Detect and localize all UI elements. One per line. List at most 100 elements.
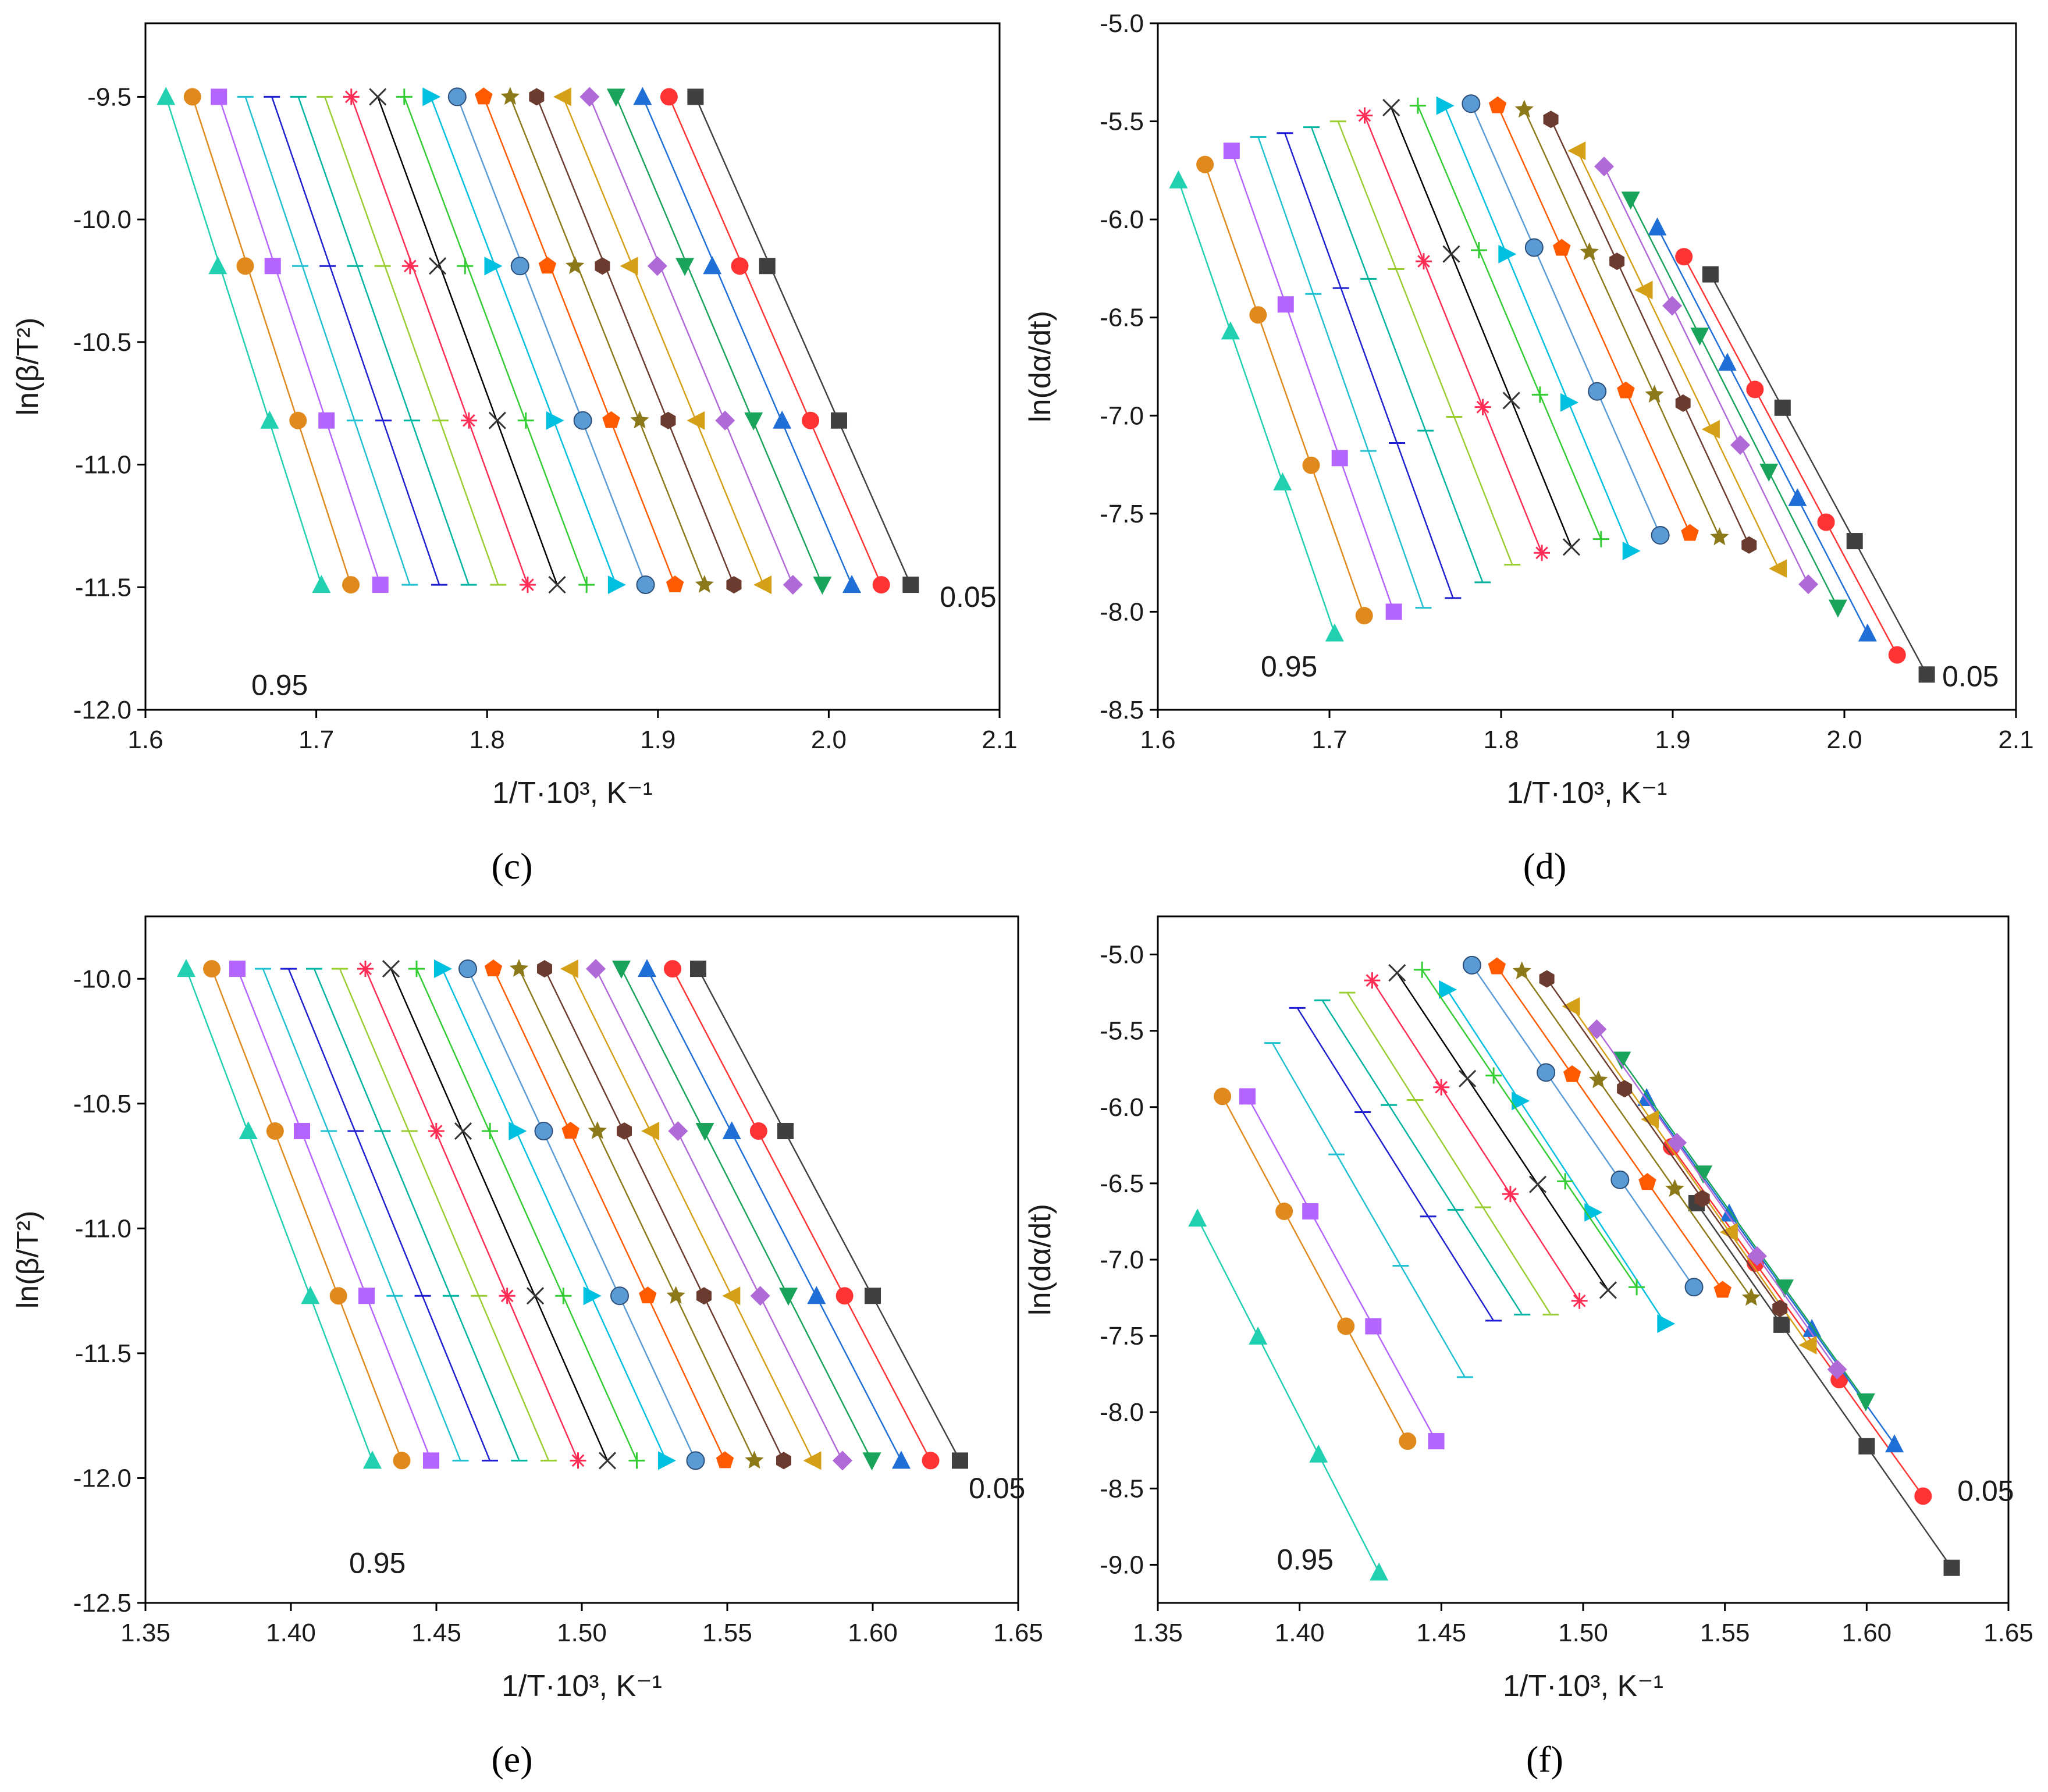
data-point xyxy=(1888,646,1906,664)
data-point xyxy=(690,961,706,977)
data-point xyxy=(1275,1202,1293,1220)
y-tick-label: -7.5 xyxy=(1100,1322,1144,1350)
data-point xyxy=(1858,623,1877,642)
data-point xyxy=(363,1450,382,1469)
data-point xyxy=(1365,1318,1382,1335)
data-point xyxy=(1584,1203,1603,1222)
y-axis-label: ln(β/T²) xyxy=(11,318,45,416)
y-axis-label: ln(dα/dt) xyxy=(1023,1204,1057,1315)
data-point xyxy=(602,411,620,428)
data-point xyxy=(428,1123,445,1140)
conversion-label: 0.95 xyxy=(1277,1543,1334,1576)
series-line xyxy=(364,968,579,1461)
data-point xyxy=(1730,435,1751,455)
data-point xyxy=(1769,559,1787,578)
series-line xyxy=(1178,180,1336,634)
data-point xyxy=(1846,533,1863,550)
series-line xyxy=(1656,227,1868,634)
data-point xyxy=(753,575,772,595)
series-line xyxy=(441,968,667,1461)
data-point xyxy=(612,961,631,979)
data-point xyxy=(1531,386,1548,403)
data-point xyxy=(731,257,749,275)
data-point xyxy=(529,88,545,106)
data-point xyxy=(561,1122,579,1139)
series-line xyxy=(191,97,352,585)
data-point xyxy=(647,256,667,276)
panel-caption: (e) xyxy=(491,1738,532,1780)
data-point xyxy=(892,1450,911,1469)
conversion-label: 0.05 xyxy=(940,581,996,613)
data-point xyxy=(475,87,493,105)
data-point xyxy=(1399,1432,1417,1450)
series-line xyxy=(1296,1007,1495,1321)
y-tick-label: -11.5 xyxy=(75,573,131,602)
data-point xyxy=(183,88,201,106)
data-point xyxy=(641,1122,660,1141)
data-point xyxy=(666,575,684,593)
series-line xyxy=(1471,965,1695,1288)
y-tick-label: -8.0 xyxy=(1100,1398,1144,1427)
data-point xyxy=(1169,170,1188,189)
x-tick-label: 1.55 xyxy=(1700,1619,1750,1647)
conversion-label: 0.05 xyxy=(1957,1474,2014,1507)
data-point xyxy=(546,411,564,430)
series-line xyxy=(509,96,705,585)
series-line xyxy=(1671,1146,1924,1497)
data-point xyxy=(1356,107,1373,124)
series-line xyxy=(1391,107,1573,547)
data-point xyxy=(628,1452,645,1469)
data-point xyxy=(1817,513,1835,531)
x-tick-label: 1.55 xyxy=(702,1619,752,1647)
data-point xyxy=(658,1451,676,1470)
series-line xyxy=(492,968,726,1461)
data-point xyxy=(831,412,848,429)
data-point xyxy=(1621,191,1640,210)
series-line xyxy=(262,968,461,1461)
data-point xyxy=(428,257,447,275)
data-point xyxy=(630,410,649,429)
x-tick-label: 1.45 xyxy=(411,1619,461,1647)
data-point xyxy=(1562,997,1580,1016)
data-point xyxy=(1528,1175,1547,1193)
chart-panel-e: 1.35 1.40 1.45 1.50 1.55 1.60 1.65 -12.5 -12.0 -1… xyxy=(11,915,1043,1780)
data-point xyxy=(606,88,625,107)
data-point xyxy=(583,1286,602,1306)
data-point xyxy=(1428,1433,1445,1450)
data-point xyxy=(1249,306,1267,324)
series-line xyxy=(646,968,902,1461)
data-point xyxy=(342,576,360,594)
data-point xyxy=(1470,241,1487,258)
data-point xyxy=(1563,1065,1581,1082)
data-point xyxy=(722,1286,741,1306)
series-line xyxy=(595,968,844,1461)
data-point xyxy=(1355,607,1373,625)
x-tick-label: 1.45 xyxy=(1417,1619,1467,1647)
series-line xyxy=(350,97,529,585)
plot-frame xyxy=(1157,915,2010,1604)
data-point xyxy=(865,1288,881,1304)
data-point xyxy=(749,1122,767,1140)
x-axis-label: 1/T·10³, K⁻¹ xyxy=(502,1669,662,1703)
data-point xyxy=(1385,603,1402,620)
data-point xyxy=(1277,296,1294,313)
data-point xyxy=(1651,525,1670,545)
data-point xyxy=(318,412,335,429)
data-point xyxy=(1885,1434,1904,1453)
series-line xyxy=(615,96,823,585)
data-point xyxy=(1382,98,1400,117)
x-tick-label: 1.60 xyxy=(1842,1619,1892,1647)
series-line xyxy=(456,96,646,585)
y-tick-label: -8.5 xyxy=(1100,696,1144,724)
data-point xyxy=(1337,1317,1355,1335)
data-point xyxy=(639,1286,657,1304)
y-tick-label: -9.0 xyxy=(1100,1551,1144,1579)
data-point xyxy=(1498,244,1517,264)
data-point xyxy=(423,1452,439,1469)
data-point xyxy=(555,1288,572,1304)
data-point xyxy=(1302,1203,1319,1219)
data-point xyxy=(312,575,331,593)
data-point xyxy=(1599,1281,1617,1299)
data-point xyxy=(1694,1190,1710,1208)
data-point xyxy=(1214,1087,1232,1105)
